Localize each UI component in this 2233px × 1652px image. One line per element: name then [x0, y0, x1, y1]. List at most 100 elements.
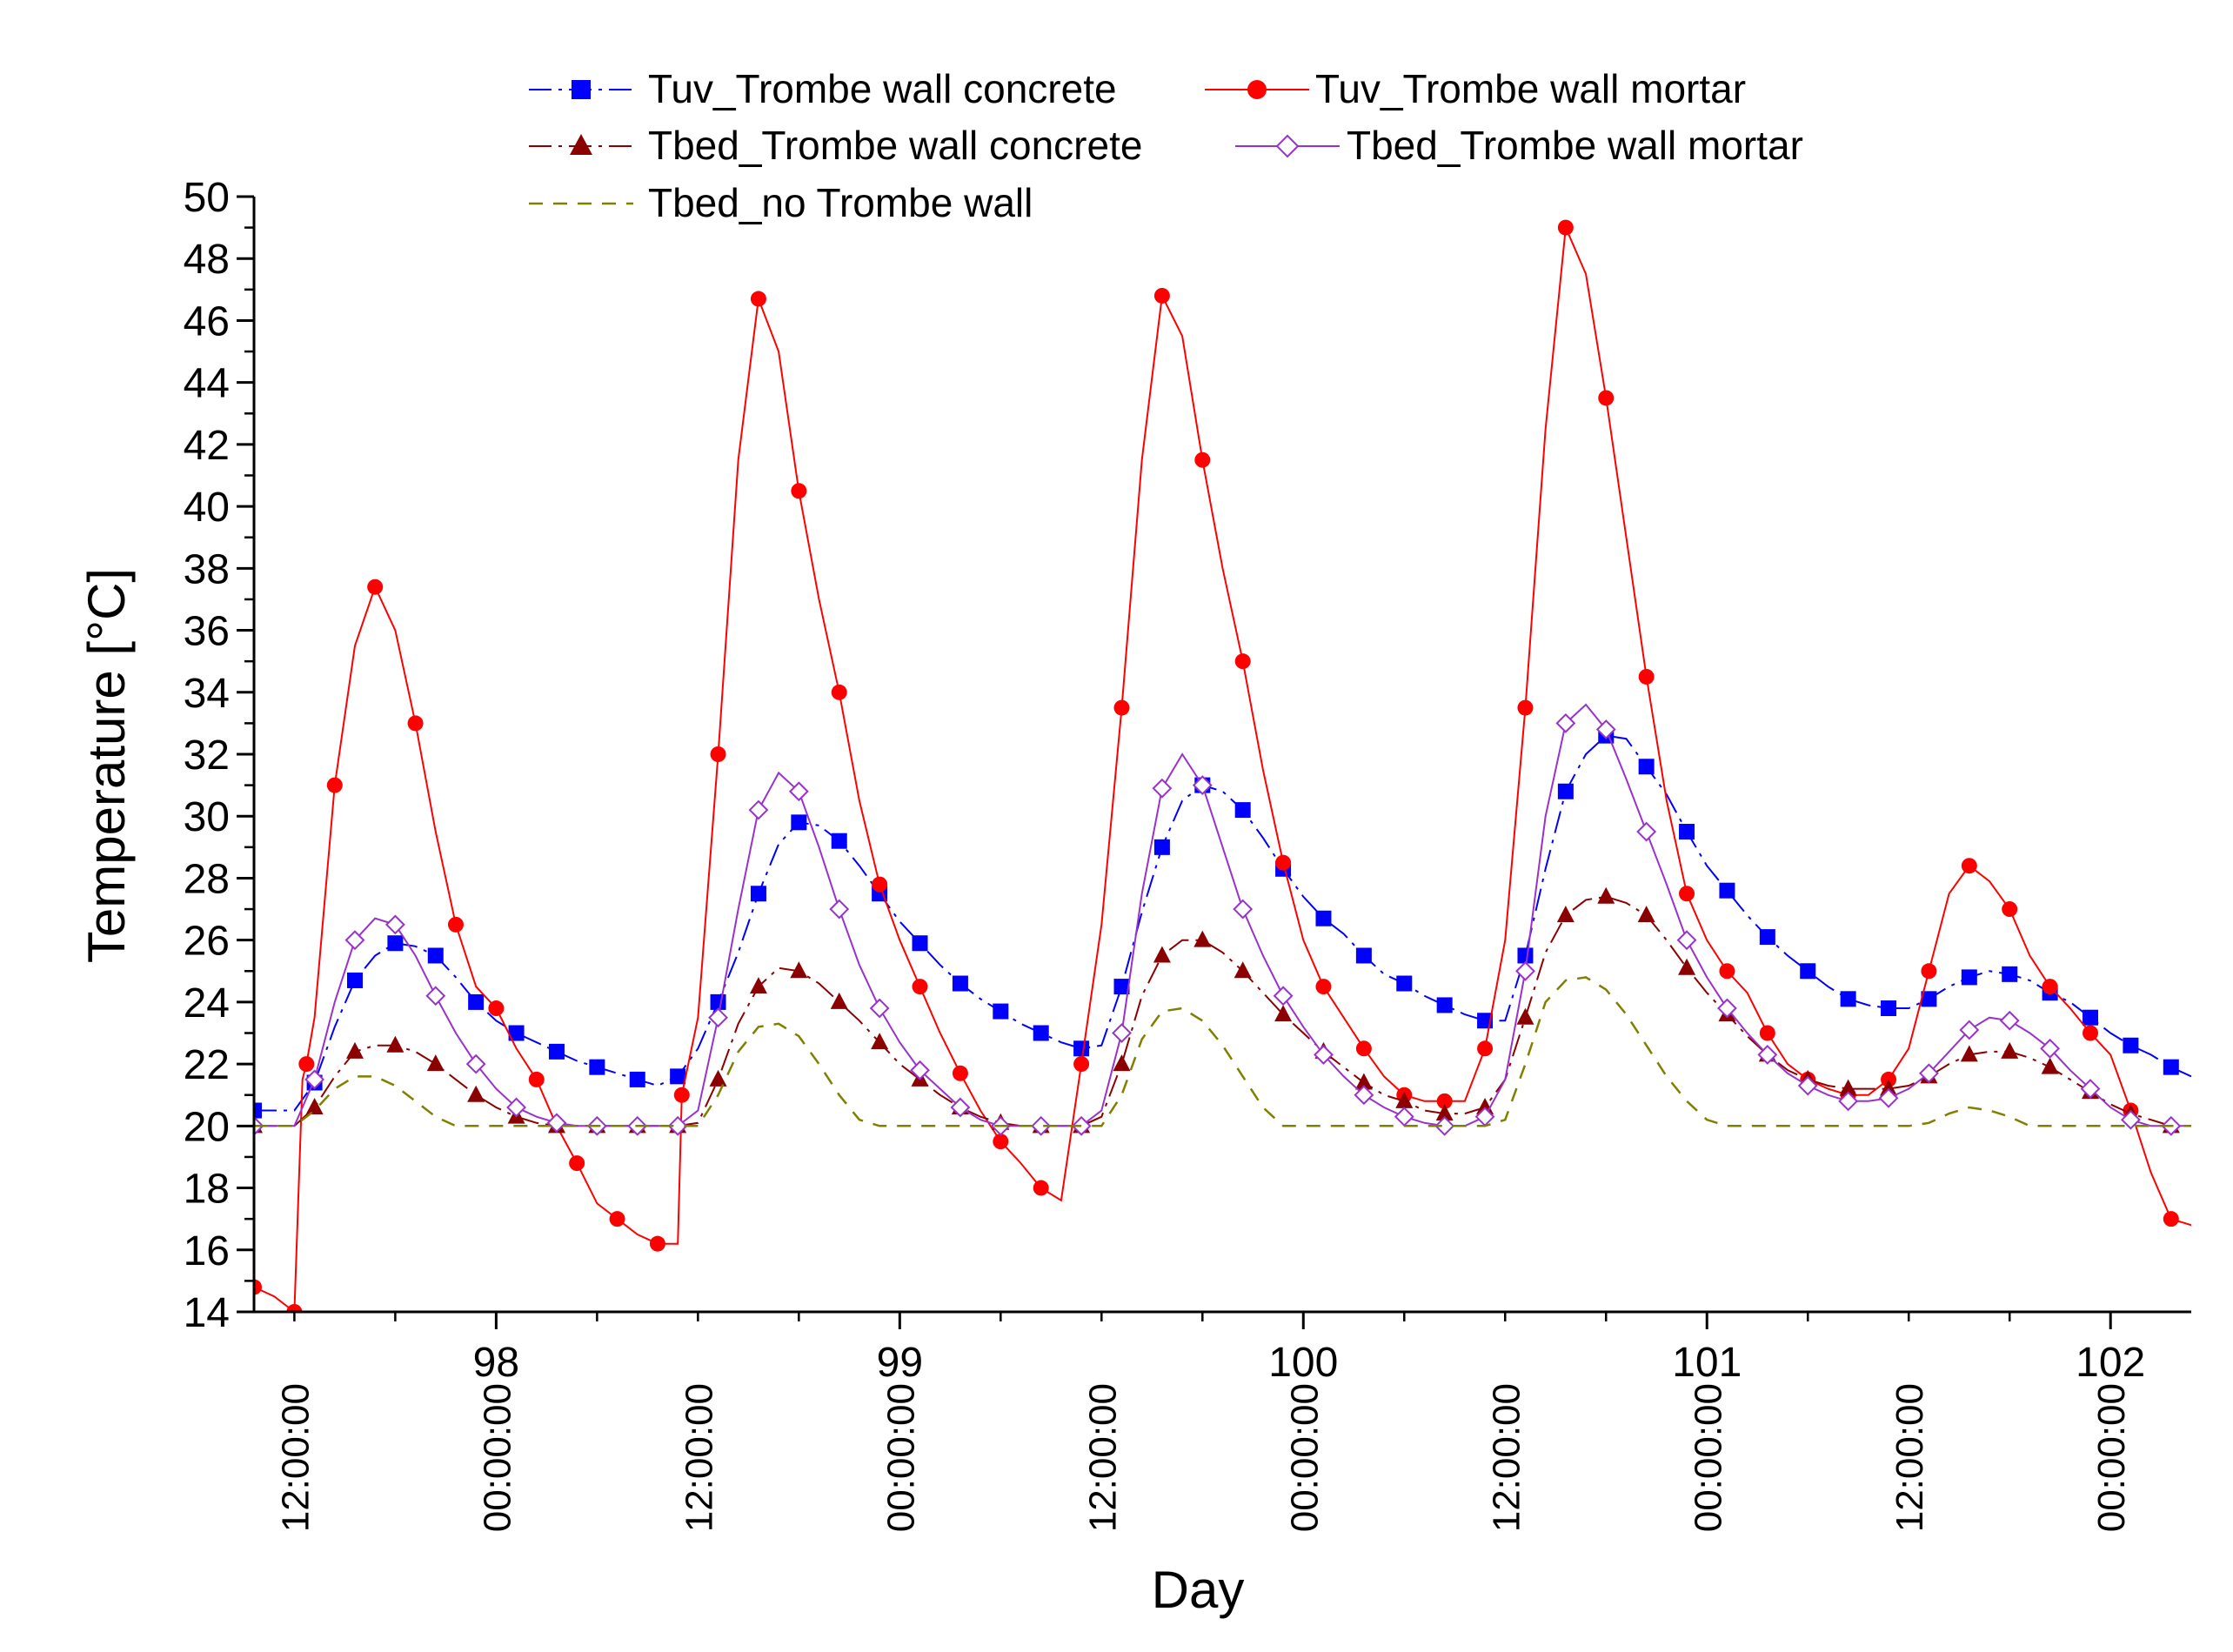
data-point — [427, 947, 444, 964]
data-point — [2120, 1109, 2141, 1130]
data-point — [2040, 1038, 2061, 1059]
data-point — [425, 986, 446, 1007]
series-line — [254, 895, 2191, 1127]
x-time-label: 00:00:00 — [476, 1383, 518, 1532]
legend-label: Tbed_Trombe wall mortar — [1347, 123, 1803, 168]
data-point — [872, 876, 888, 893]
data-point — [629, 1071, 645, 1087]
data-point — [1961, 969, 1977, 986]
y-tick-label: 48 — [184, 237, 230, 283]
y-tick-label: 20 — [184, 1104, 230, 1150]
data-point — [367, 579, 384, 595]
data-point — [1113, 1054, 1131, 1072]
x-axis-title: Day — [1152, 1561, 1245, 1619]
x-tick-label: 101 — [1672, 1340, 1742, 1386]
legend-item-tbed-concrete: Tbed_Trombe wall concrete — [529, 123, 1142, 168]
data-point — [2002, 901, 2018, 918]
data-point — [1959, 1020, 1980, 1040]
series-line — [254, 976, 2191, 1127]
data-point — [1517, 947, 1534, 964]
y-tick-label: 42 — [184, 423, 230, 469]
data-point — [790, 961, 808, 979]
data-point — [710, 993, 726, 1010]
data-point — [1436, 997, 1453, 1013]
data-point — [748, 799, 769, 820]
data-point — [1193, 930, 1212, 947]
data-point — [305, 1097, 324, 1114]
data-point — [1395, 1091, 1414, 1108]
data-point — [1960, 1045, 1978, 1062]
x-tick-label: 102 — [2076, 1340, 2145, 1386]
data-point — [508, 1025, 525, 1041]
data-point — [1678, 958, 1696, 975]
y-tick-label: 38 — [184, 546, 230, 592]
data-point — [1192, 775, 1213, 796]
data-point — [1315, 979, 1332, 995]
data-point — [1679, 886, 1695, 902]
x-time-label: 12:00:00 — [1081, 1383, 1124, 1532]
data-point — [1717, 998, 1737, 1019]
data-point — [791, 814, 807, 831]
data-point — [326, 777, 343, 793]
data-point — [1396, 975, 1413, 992]
data-point — [1031, 1115, 1052, 1136]
data-point — [1436, 1093, 1453, 1109]
y-tick-label: 30 — [184, 794, 230, 840]
y-tick-label: 14 — [184, 1290, 230, 1336]
data-point — [1033, 1025, 1049, 1041]
data-point — [2083, 1009, 2099, 1026]
data-point — [467, 1085, 485, 1102]
data-point — [708, 1007, 728, 1028]
data-point — [871, 1033, 889, 1050]
data-point — [2002, 966, 2018, 982]
data-point — [993, 1003, 1009, 1020]
data-point — [1598, 390, 1615, 406]
data-point — [710, 746, 726, 762]
data-point — [1638, 668, 1655, 685]
data-point — [1233, 961, 1252, 979]
x-time-label: 12:00:00 — [678, 1383, 720, 1532]
data-point — [1679, 824, 1695, 840]
data-point — [1719, 963, 1735, 980]
data-point — [2042, 979, 2058, 995]
y-tick-label: 18 — [184, 1167, 230, 1213]
data-point — [1880, 1079, 1898, 1096]
data-point — [1194, 451, 1211, 468]
legend-label: Tbed_no Trombe wall — [648, 180, 1033, 225]
series-1 — [254, 727, 2191, 1119]
data-point — [749, 977, 767, 994]
data-point — [1719, 882, 1735, 899]
data-point — [1999, 1010, 2020, 1031]
data-point — [2083, 1025, 2099, 1041]
y-tick-label: 22 — [184, 1042, 230, 1088]
data-point — [2163, 1211, 2179, 1227]
data-point — [1597, 886, 1615, 904]
x-time-label: 00:00:00 — [879, 1383, 922, 1532]
data-point — [1838, 1091, 1859, 1112]
y-tick-label: 32 — [184, 732, 230, 779]
y-tick-label: 36 — [184, 609, 230, 655]
data-point — [673, 1087, 690, 1103]
data-point — [869, 998, 890, 1019]
data-point — [2041, 1057, 2059, 1074]
data-point — [254, 1102, 262, 1119]
data-point — [667, 1115, 688, 1136]
data-point — [1234, 653, 1251, 670]
data-point — [993, 1134, 1009, 1150]
data-point — [345, 1041, 364, 1059]
data-point — [1636, 821, 1657, 842]
data-point — [649, 1235, 665, 1252]
data-point — [506, 1097, 526, 1118]
legend: Tuv_Trombe wall concrete Tuv_Trombe wall… — [529, 66, 1803, 225]
data-point — [1153, 287, 1170, 304]
data-point — [546, 1113, 567, 1134]
data-point — [1273, 986, 1294, 1007]
data-point — [528, 1071, 545, 1087]
data-point — [1515, 960, 1535, 981]
data-point — [952, 1065, 968, 1081]
data-point — [298, 1056, 315, 1073]
y-tick-label: 50 — [184, 175, 230, 221]
legend-label: Tuv_Trombe wall concrete — [648, 66, 1117, 111]
y-tick-label: 46 — [184, 298, 230, 344]
x-tick-label: 98 — [473, 1340, 519, 1386]
